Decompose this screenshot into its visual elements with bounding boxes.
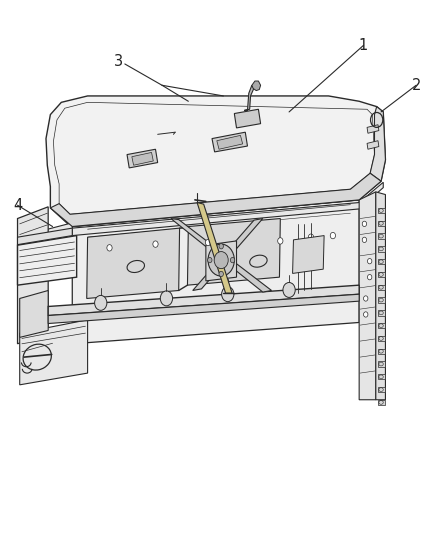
Polygon shape [20, 320, 88, 385]
Circle shape [208, 244, 234, 276]
Polygon shape [378, 208, 385, 213]
Polygon shape [18, 207, 48, 344]
Polygon shape [378, 246, 385, 252]
Polygon shape [127, 149, 158, 168]
Polygon shape [378, 233, 385, 239]
Circle shape [230, 257, 235, 263]
Circle shape [95, 295, 107, 310]
Circle shape [222, 287, 234, 302]
Polygon shape [378, 400, 385, 405]
Polygon shape [234, 109, 261, 128]
Circle shape [362, 237, 367, 243]
Polygon shape [378, 349, 385, 354]
Polygon shape [18, 236, 77, 285]
Circle shape [330, 232, 336, 239]
Polygon shape [197, 203, 232, 293]
Polygon shape [378, 387, 385, 392]
Circle shape [278, 238, 283, 244]
Polygon shape [244, 85, 254, 110]
Circle shape [208, 257, 212, 263]
Polygon shape [72, 200, 359, 344]
Polygon shape [378, 336, 385, 341]
Polygon shape [293, 236, 324, 273]
Text: 1: 1 [359, 38, 368, 53]
Polygon shape [193, 219, 263, 290]
Polygon shape [376, 192, 385, 400]
Polygon shape [212, 132, 247, 152]
Polygon shape [378, 221, 385, 226]
Polygon shape [378, 285, 385, 290]
Polygon shape [187, 219, 280, 285]
Polygon shape [217, 135, 243, 149]
Polygon shape [378, 272, 385, 277]
Circle shape [308, 234, 314, 240]
Polygon shape [171, 219, 272, 292]
Circle shape [219, 271, 223, 277]
Polygon shape [370, 107, 385, 181]
Circle shape [367, 259, 372, 264]
Polygon shape [48, 294, 359, 324]
Circle shape [364, 312, 368, 317]
Circle shape [283, 282, 295, 297]
Polygon shape [378, 297, 385, 303]
Circle shape [364, 296, 368, 301]
Polygon shape [367, 141, 379, 149]
Circle shape [219, 244, 223, 249]
Polygon shape [206, 241, 237, 281]
Polygon shape [42, 182, 383, 237]
Polygon shape [378, 259, 385, 264]
Polygon shape [132, 152, 153, 165]
Polygon shape [378, 361, 385, 367]
Circle shape [367, 274, 372, 280]
Polygon shape [18, 228, 72, 245]
Polygon shape [87, 228, 180, 298]
Circle shape [107, 245, 112, 251]
Text: 4: 4 [13, 198, 22, 213]
Polygon shape [46, 96, 385, 227]
Polygon shape [378, 310, 385, 316]
Polygon shape [378, 323, 385, 328]
Polygon shape [359, 192, 376, 400]
Circle shape [362, 221, 367, 227]
Polygon shape [50, 173, 381, 227]
Text: 3: 3 [114, 54, 123, 69]
Circle shape [205, 239, 211, 246]
Polygon shape [252, 81, 261, 91]
Polygon shape [48, 285, 359, 316]
Polygon shape [378, 374, 385, 379]
Text: 2: 2 [411, 78, 421, 93]
Polygon shape [367, 125, 379, 133]
Circle shape [153, 241, 158, 247]
Circle shape [214, 252, 228, 269]
Circle shape [160, 291, 173, 306]
Polygon shape [20, 290, 48, 337]
